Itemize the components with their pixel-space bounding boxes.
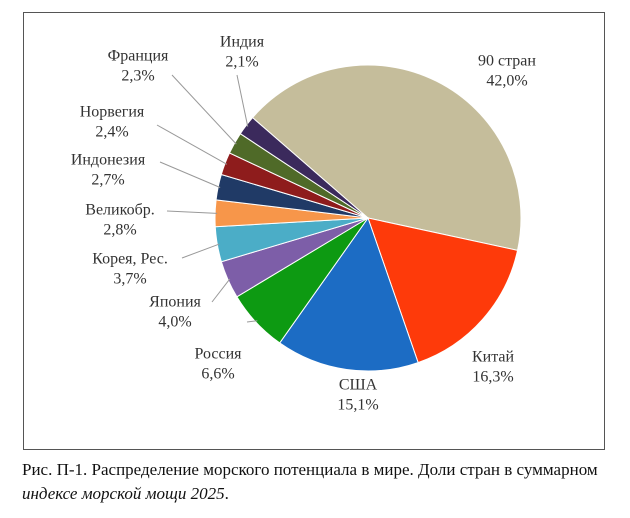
slice-label: 90 стран — [478, 53, 536, 70]
leader-line — [246, 320, 258, 323]
slice-label: Китай — [472, 349, 515, 366]
value-label: 16,3% — [472, 369, 513, 386]
value-label: 2,8% — [103, 222, 136, 239]
slice-label: Франция — [108, 48, 169, 65]
caption: Рис. П-1. Распределение морского потенци… — [22, 458, 614, 506]
slice-label: США — [339, 377, 378, 394]
value-label: 2,7% — [91, 172, 124, 189]
leader-line — [166, 210, 218, 214]
chart: 90 стран 42,0% Китай 16,3% США 15,1% Россия 6,6… — [23, 12, 605, 450]
value-label: 2,1% — [225, 54, 258, 71]
slice-label: Великобр. — [85, 202, 154, 219]
value-label: 15,1% — [337, 397, 378, 414]
slice-label: Индия — [220, 34, 265, 51]
leader-line — [156, 124, 228, 165]
slice-label: Индонезия — [71, 152, 146, 169]
pie-slice — [239, 116, 369, 219]
slice-label: Япония — [149, 294, 201, 311]
caption-emphasis: индексе морской мощи 2025 — [22, 484, 225, 503]
slice-label: Норвегия — [80, 104, 145, 121]
leader-line — [159, 161, 221, 188]
frame — [23, 12, 605, 450]
value-label: 6,6% — [201, 366, 234, 383]
value-label: 4,0% — [158, 314, 191, 331]
slice-label: Россия — [194, 346, 242, 363]
leader-line — [171, 74, 237, 145]
slice-label: Корея, Рес. — [92, 251, 168, 268]
value-label: 2,4% — [95, 124, 128, 141]
value-label: 42,0% — [486, 73, 527, 90]
pie-slice — [251, 64, 522, 251]
value-label: 3,7% — [113, 271, 146, 288]
leader-line — [211, 278, 231, 303]
pie-slice — [367, 217, 519, 364]
leader-line — [236, 74, 249, 127]
caption-end: . — [224, 484, 229, 503]
pie-slice — [279, 216, 419, 372]
leader-line — [181, 243, 220, 259]
value-label: 2,3% — [121, 68, 154, 85]
caption-text: Рис. П-1. Распределение морского потенци… — [22, 460, 598, 479]
